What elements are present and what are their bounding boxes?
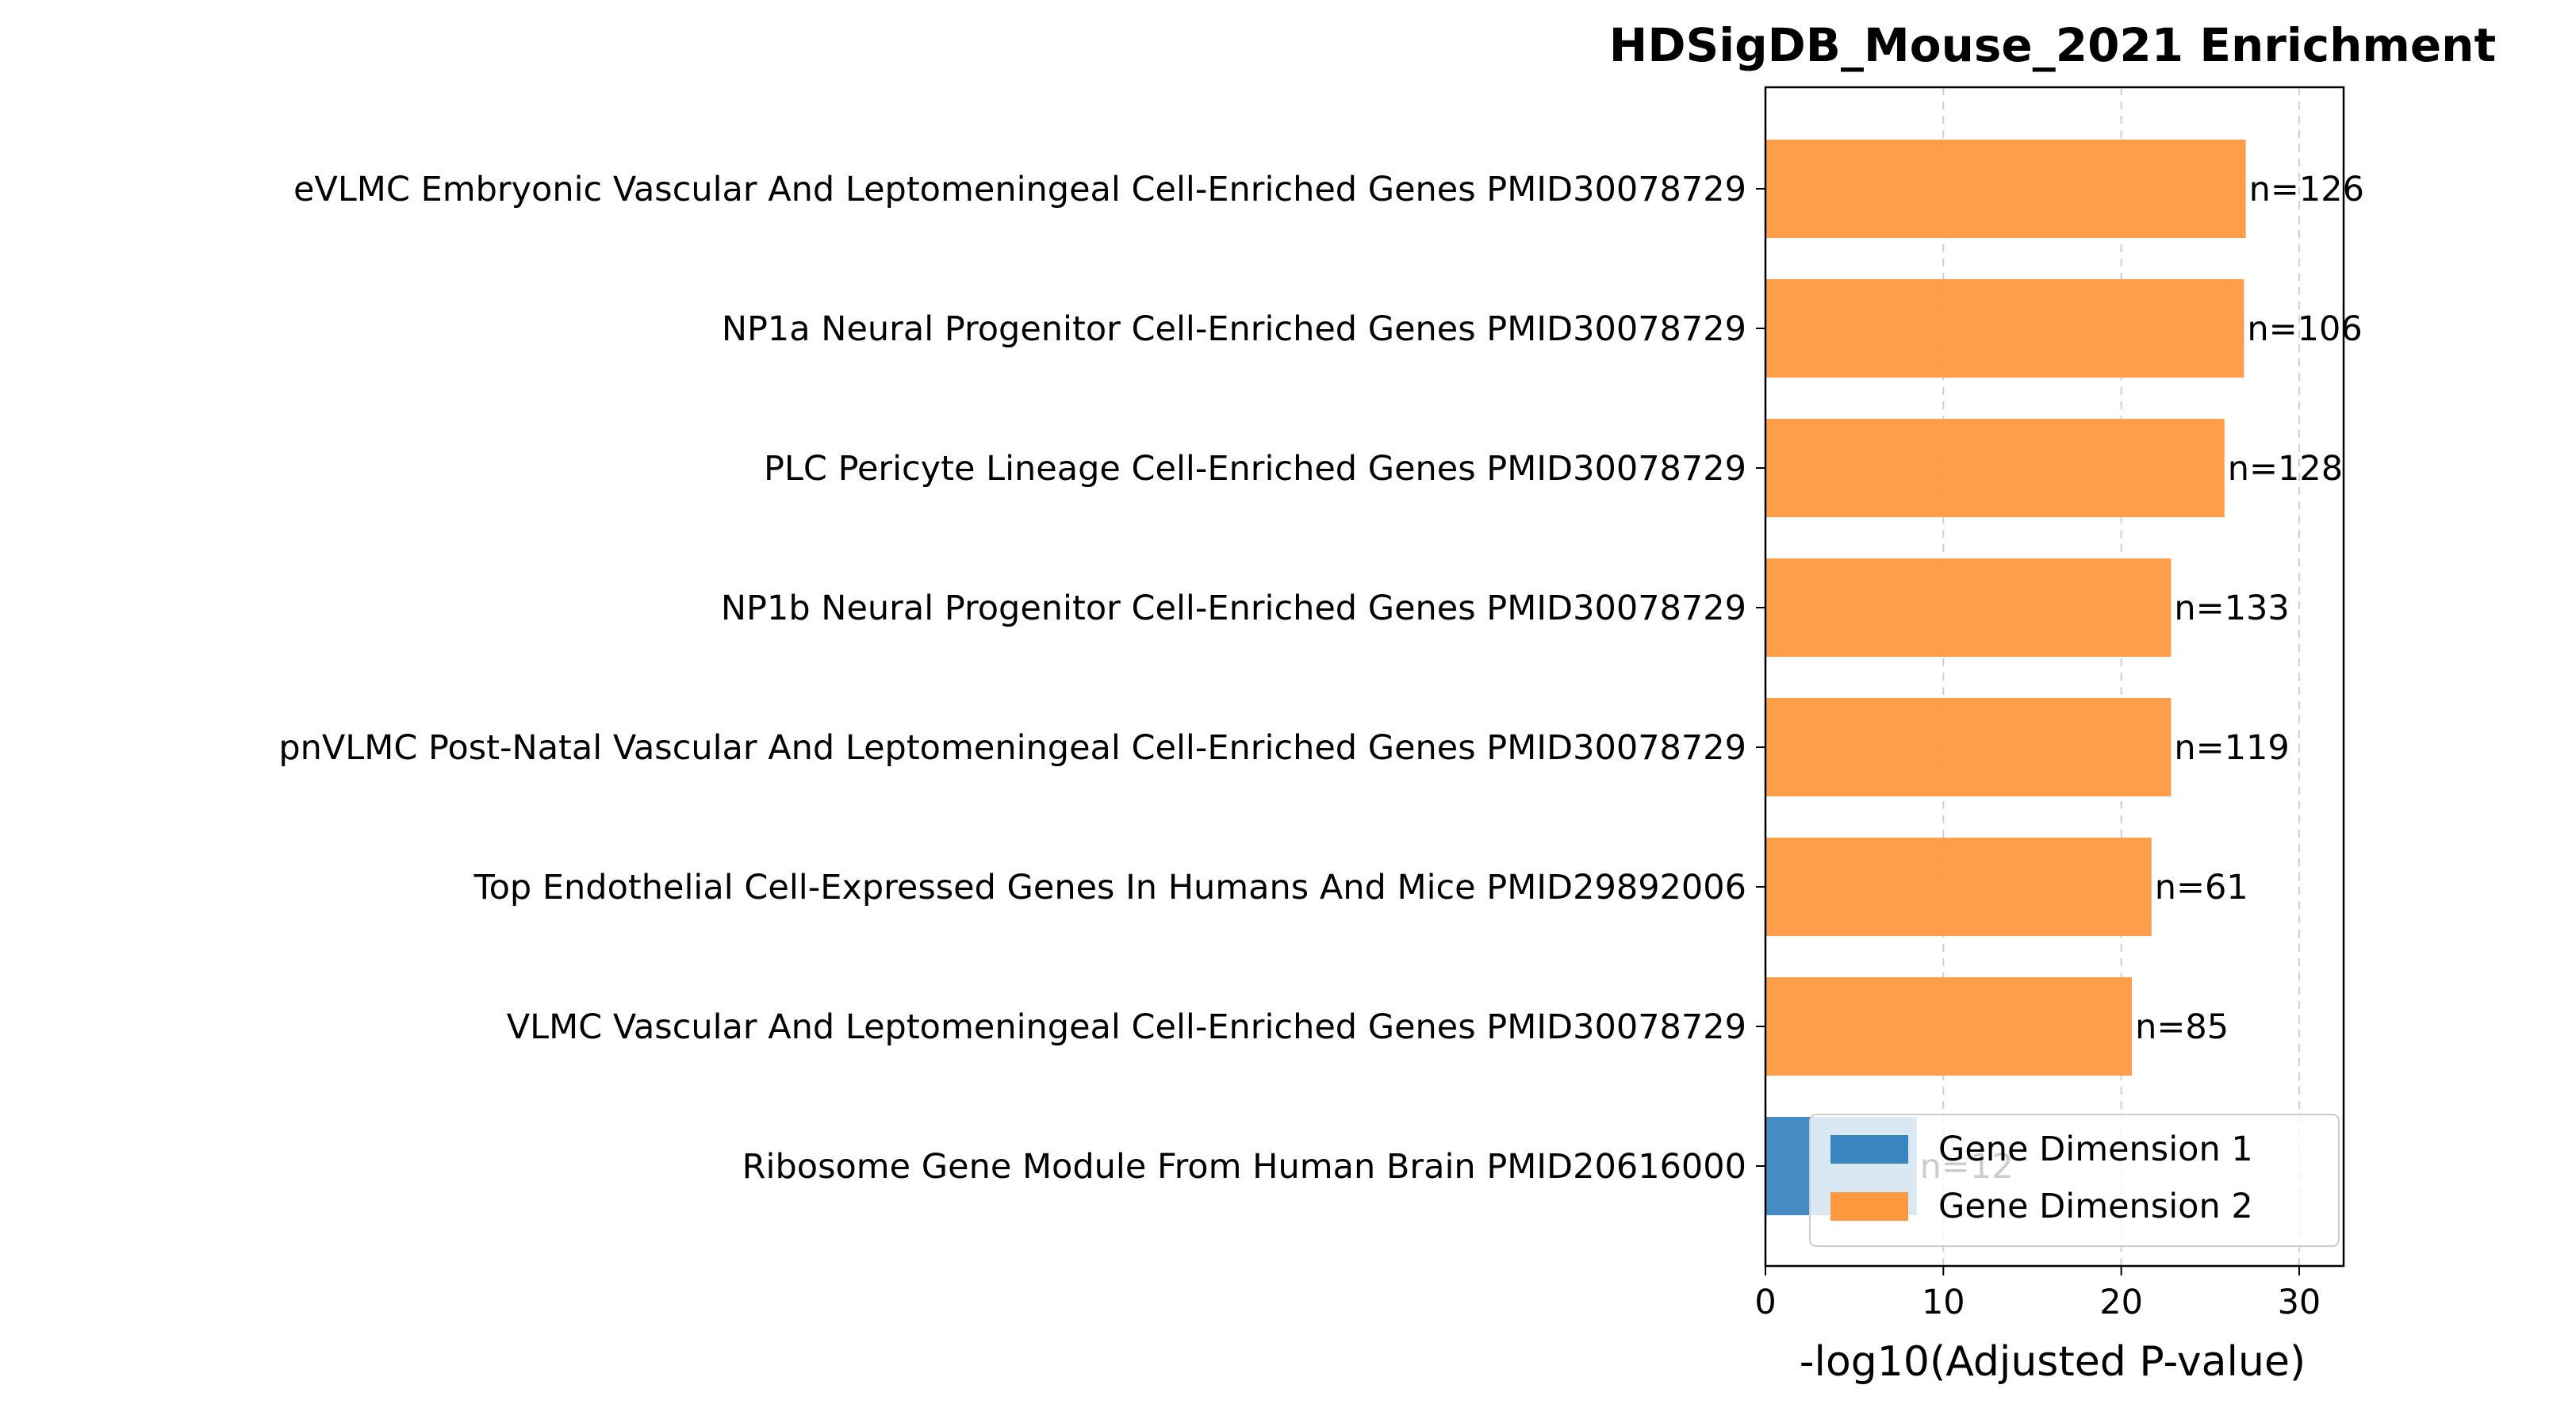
y-tick-label: Ribosome Gene Module From Human Brain PM… bbox=[742, 1147, 1746, 1187]
bar-count-label: n=106 bbox=[2247, 309, 2362, 349]
y-tick-label: pnVLMC Post-Natal Vascular And Leptomeni… bbox=[278, 728, 1746, 768]
bar-count-label: n=119 bbox=[2174, 728, 2289, 768]
bar-count-label: n=61 bbox=[2155, 868, 2248, 907]
legend-swatch bbox=[1830, 1192, 1908, 1221]
axes-border bbox=[1764, 86, 2345, 1268]
chart-title: HDSigDB_Mouse_2021 Enrichment bbox=[1609, 18, 2496, 72]
bar bbox=[1765, 279, 2244, 378]
y-tick-label-group: eVLMC Embryonic Vascular And Leptomening… bbox=[278, 170, 1765, 1187]
x-axis-label: -log10(Adjusted P-value) bbox=[1800, 1338, 2306, 1386]
bar-count-label: n=85 bbox=[2135, 1007, 2229, 1047]
plot-frame bbox=[1764, 86, 2345, 1268]
y-tick-label: Top Endothelial Cell-Expressed Genes In … bbox=[473, 868, 1746, 907]
y-tick-label: PLC Pericyte Lineage Cell-Enriched Genes… bbox=[764, 449, 1746, 489]
legend-box bbox=[1809, 1114, 2340, 1247]
bar-count-label: n=128 bbox=[2228, 449, 2343, 489]
bar-count-label: n=126 bbox=[2249, 170, 2364, 209]
bar bbox=[1765, 419, 2225, 517]
bar bbox=[1765, 838, 2152, 936]
legend-swatch bbox=[1830, 1135, 1908, 1164]
bar bbox=[1765, 140, 2246, 238]
x-tick-label: 10 bbox=[1922, 1283, 1965, 1322]
bar bbox=[1765, 698, 2172, 796]
bar-count-label: n=133 bbox=[2174, 589, 2289, 628]
x-tick-label: 20 bbox=[2099, 1283, 2143, 1322]
bar bbox=[1765, 558, 2172, 657]
x-tick-group: 0 10 20 30 bbox=[1754, 1266, 2321, 1322]
bar-group bbox=[1765, 140, 2246, 1215]
legend-label: Gene Dimension 1 bbox=[1938, 1130, 2253, 1169]
x-tick-label: 30 bbox=[2278, 1283, 2321, 1322]
y-tick-label: NP1b Neural Progenitor Cell-Enriched Gen… bbox=[721, 589, 1746, 628]
legend: Gene Dimension 1 Gene Dimension 2 bbox=[1809, 1114, 2340, 1247]
bar bbox=[1765, 977, 2133, 1076]
y-tick-label: NP1a Neural Progenitor Cell-Enriched Gen… bbox=[722, 309, 1746, 349]
x-tick-label: 0 bbox=[1754, 1283, 1776, 1322]
x-grid-lines bbox=[1942, 87, 2300, 1266]
legend-label: Gene Dimension 2 bbox=[1938, 1187, 2253, 1226]
y-tick-label: VLMC Vascular And Leptomeningeal Cell-En… bbox=[507, 1007, 1746, 1047]
y-tick-label: eVLMC Embryonic Vascular And Leptomening… bbox=[293, 170, 1746, 209]
